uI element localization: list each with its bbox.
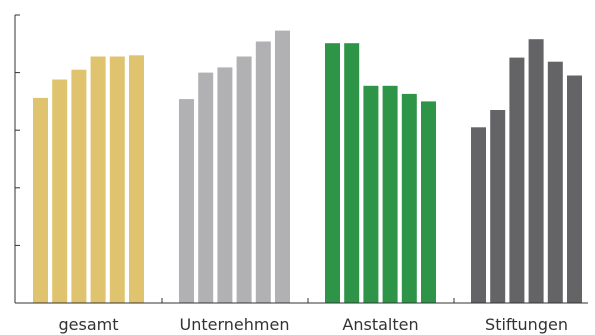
- bar: [198, 72, 214, 303]
- bar: [490, 110, 506, 303]
- bar: [344, 43, 360, 303]
- bar: [109, 56, 125, 303]
- bar: [421, 101, 436, 304]
- bar: [275, 30, 290, 303]
- bar: [528, 39, 544, 303]
- bar: [401, 93, 417, 304]
- bar: [236, 56, 252, 303]
- y-axis-ticks: [15, 14, 20, 304]
- bar: [382, 85, 398, 303]
- category-label: Stiftungen: [485, 315, 568, 334]
- bar: [567, 75, 582, 303]
- category-label: Anstalten: [342, 315, 418, 334]
- bar: [509, 57, 525, 303]
- bar: [547, 61, 563, 304]
- bar: [217, 67, 233, 304]
- bar: [33, 97, 48, 304]
- bar: [255, 41, 271, 303]
- bar: [90, 56, 106, 303]
- bar: [471, 127, 486, 303]
- bars: [33, 30, 582, 304]
- bar: [179, 99, 194, 303]
- category-label: gesamt: [59, 315, 119, 334]
- category-label: Unternehmen: [180, 315, 290, 334]
- bar: [363, 85, 379, 303]
- bar: [129, 55, 144, 303]
- bar: [325, 43, 340, 303]
- bar: [71, 69, 87, 303]
- bar: [52, 79, 68, 303]
- category-labels: gesamt Unternehmen Anstalten Stiftungen: [59, 298, 568, 334]
